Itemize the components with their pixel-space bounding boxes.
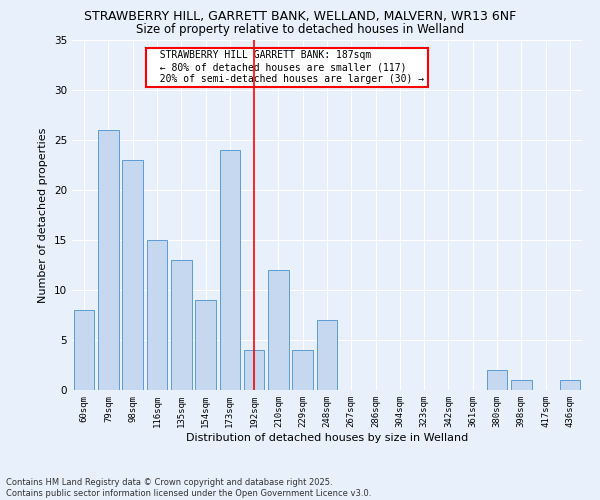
Text: STRAWBERRY HILL GARRETT BANK: 187sqm
  ← 80% of detached houses are smaller (117: STRAWBERRY HILL GARRETT BANK: 187sqm ← 8… (149, 50, 425, 84)
Bar (195, 300, 216, 390)
Bar (74, 310, 94, 390)
Y-axis label: Number of detached properties: Number of detached properties (38, 128, 49, 302)
Bar (220, 150, 240, 390)
Bar (146, 240, 167, 390)
Bar (98, 130, 119, 390)
Bar (292, 350, 313, 390)
Bar (268, 270, 289, 390)
Bar (171, 260, 191, 390)
Text: Size of property relative to detached houses in Welland: Size of property relative to detached ho… (136, 22, 464, 36)
Text: STRAWBERRY HILL, GARRETT BANK, WELLAND, MALVERN, WR13 6NF: STRAWBERRY HILL, GARRETT BANK, WELLAND, … (84, 10, 516, 23)
X-axis label: Distribution of detached houses by size in Welland: Distribution of detached houses by size … (186, 432, 468, 442)
Bar (317, 320, 337, 390)
Text: Contains HM Land Registry data © Crown copyright and database right 2025.
Contai: Contains HM Land Registry data © Crown c… (6, 478, 371, 498)
Bar (244, 350, 265, 390)
Bar (487, 370, 508, 390)
Bar (560, 380, 580, 390)
Bar (122, 160, 143, 390)
Bar (511, 380, 532, 390)
